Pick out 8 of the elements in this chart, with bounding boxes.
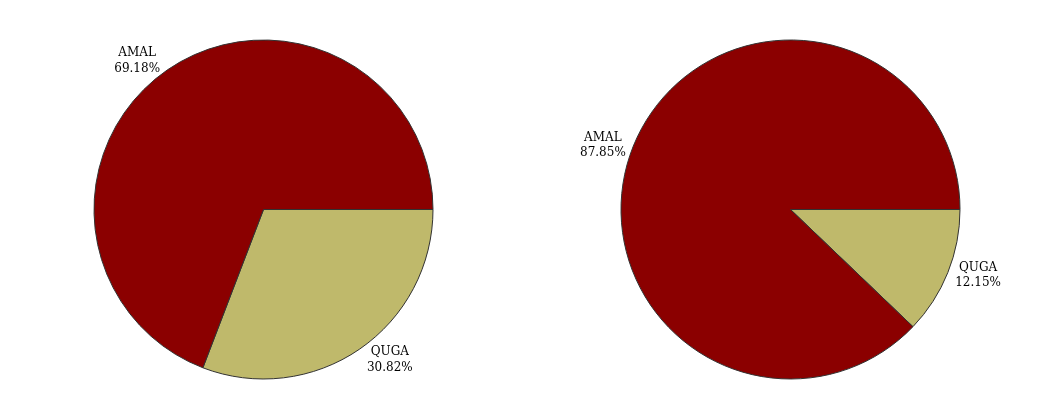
data-label: 87.85% <box>580 145 626 160</box>
slice-label: AMAL <box>117 45 156 60</box>
slice-label: QUGA <box>958 259 998 274</box>
data-label: 30.82% <box>366 360 413 374</box>
slice-label: QUGA <box>370 344 410 359</box>
data-label: 12.15% <box>955 275 1001 290</box>
data-label: 69.18% <box>114 60 161 75</box>
slice-label: AMAL <box>583 129 622 144</box>
